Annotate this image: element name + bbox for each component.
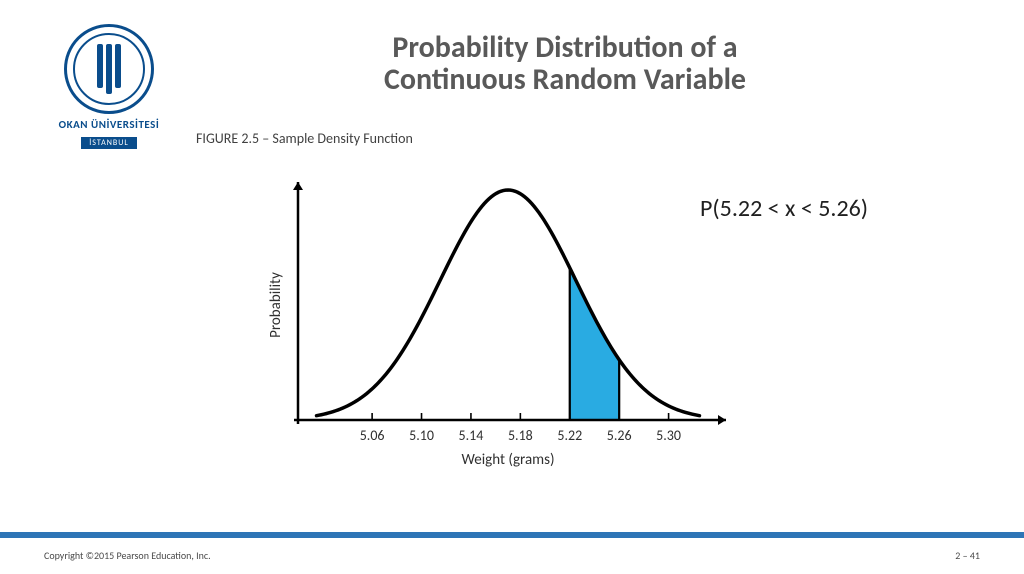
logo-text-city: İSTANBUL <box>81 137 137 149</box>
chart-svg: 5.06 5.10 5.14 5.18 5.22 5.26 5.30 Weight (gram… <box>258 170 738 470</box>
title-line-1: Probability Distribution of a <box>265 32 865 64</box>
x-tick-label: 5.06 <box>360 427 385 444</box>
university-logo: OKAN ÜNİVERSİTESİ İSTANBUL <box>34 24 184 150</box>
y-axis-arrow <box>293 182 303 190</box>
page-number: 2 – 41 <box>955 549 980 562</box>
title-line-2: Continuous Random Variable <box>265 64 865 96</box>
footer-rule <box>0 532 1024 538</box>
logo-medallion <box>64 24 154 114</box>
x-tick-label: 5.30 <box>656 427 681 444</box>
x-tick-label: 5.26 <box>607 427 632 444</box>
copyright-text: Copyright ©2015 Pearson Education, Inc. <box>44 549 211 562</box>
figure-caption: FIGURE 2.5 – Sample Density Function <box>196 130 413 147</box>
x-axis-arrow <box>718 415 726 425</box>
shaded-region <box>570 268 619 420</box>
x-tick-label: 5.18 <box>508 427 533 444</box>
x-axis-label: Weight (grams) <box>461 451 554 469</box>
density-curve <box>317 190 700 416</box>
x-tick-label: 5.22 <box>557 427 582 444</box>
density-chart: 5.06 5.10 5.14 5.18 5.22 5.26 5.30 Weight (gram… <box>258 170 738 470</box>
x-tick-label: 5.14 <box>459 427 484 444</box>
x-tick-label: 5.10 <box>409 427 434 444</box>
y-axis-label: Probability <box>267 272 285 338</box>
logo-text-university: OKAN ÜNİVERSİTESİ <box>34 118 184 131</box>
slide: { "logo": { "line1": "OKAN ÜNİVERSİTESİ"… <box>0 0 1024 574</box>
slide-title: Probability Distribution of a Continuous… <box>265 32 865 95</box>
